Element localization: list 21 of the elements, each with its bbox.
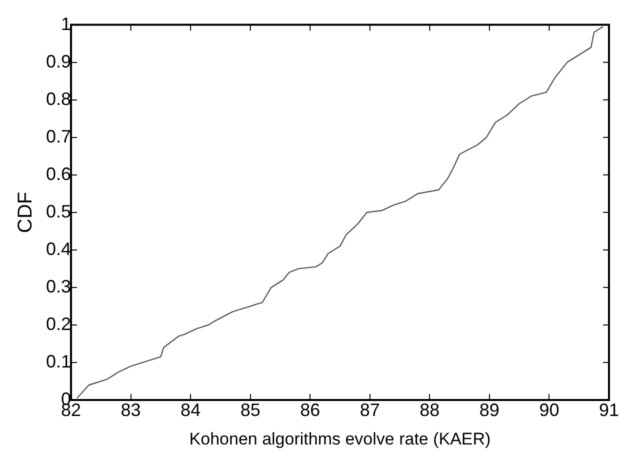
y-tick-label: 0.2 <box>46 314 72 334</box>
y-tick-label: 0.5 <box>46 201 72 222</box>
y-tick-label: 1 <box>61 14 72 34</box>
x-tick-label: 85 <box>240 400 260 420</box>
y-tick-label: 0.4 <box>46 238 72 259</box>
x-tick-label: 86 <box>300 400 320 420</box>
x-tick-label: 87 <box>360 400 380 420</box>
x-tick-label: 84 <box>180 400 201 420</box>
x-tick-label: 83 <box>120 400 141 420</box>
x-tick-label: 90 <box>539 400 560 420</box>
x-tick-label: 91 <box>598 400 620 420</box>
y-tick-label: 0.7 <box>46 126 72 146</box>
x-tick-label: 89 <box>479 400 500 420</box>
y-tick-label: 0.6 <box>46 164 72 184</box>
x-tick-label: 88 <box>420 400 440 420</box>
y-tick-label: 0.8 <box>46 88 72 109</box>
y-tick-label: 0.1 <box>46 351 72 372</box>
y-tick-label: 0.3 <box>46 276 72 296</box>
y-axis-title: CDF <box>14 192 37 233</box>
y-tick-label: 0.9 <box>46 51 72 72</box>
x-axis-title: Kohonen algorithms evolve rate (KAER) <box>189 429 491 448</box>
